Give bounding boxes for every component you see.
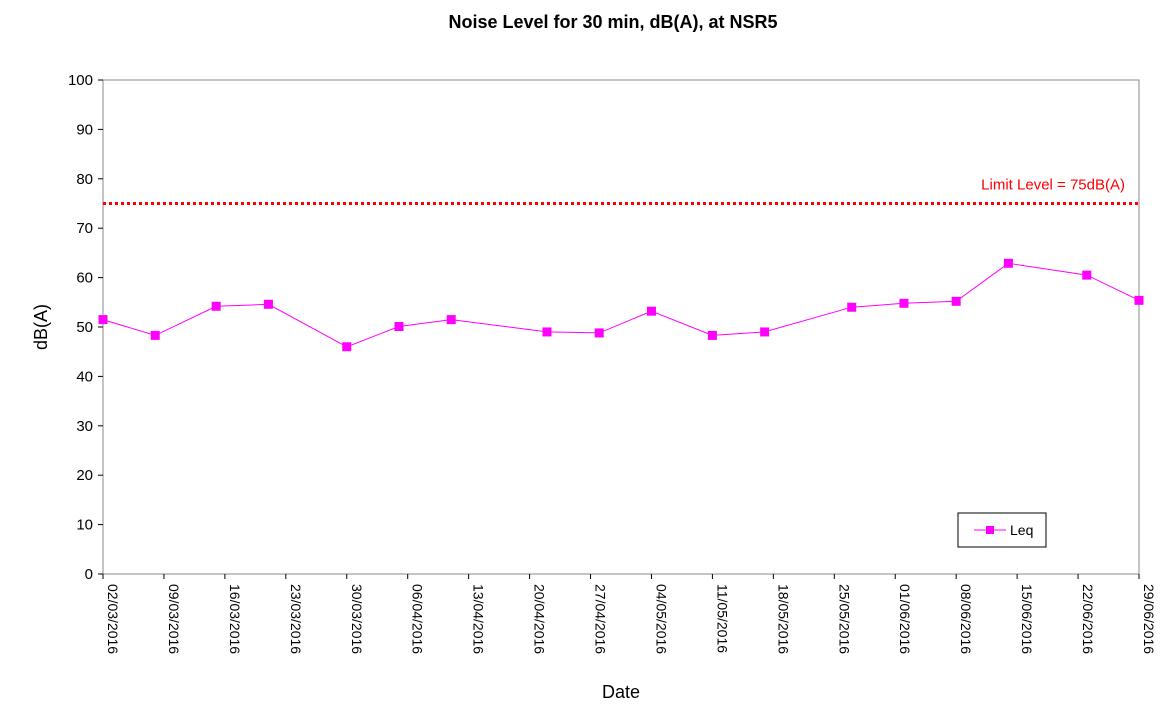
x-tick-label: 16/03/2016 bbox=[227, 584, 243, 654]
x-tick-label: 22/06/2016 bbox=[1080, 584, 1096, 654]
y-tick-label: 70 bbox=[76, 220, 93, 237]
y-tick-label: 10 bbox=[76, 517, 93, 534]
y-tick-label: 0 bbox=[85, 566, 93, 583]
data-point bbox=[1003, 258, 1013, 268]
y-tick-label: 80 bbox=[76, 171, 93, 188]
x-tick-label: 08/06/2016 bbox=[958, 584, 974, 654]
data-point bbox=[263, 299, 273, 309]
x-axis-label: Date bbox=[602, 682, 640, 702]
x-tick-label: 23/03/2016 bbox=[288, 584, 304, 654]
x-tick-label: 18/05/2016 bbox=[775, 584, 791, 654]
series-line-leq bbox=[102, 262, 1140, 348]
x-tick-label: 11/05/2016 bbox=[714, 584, 730, 653]
y-axis: 0 10 20 30 40 50 60 70 80 90 100 bbox=[68, 72, 103, 583]
series-leq bbox=[98, 258, 1144, 352]
x-tick-label: 01/06/2016 bbox=[897, 584, 913, 654]
y-tick-label: 30 bbox=[76, 418, 93, 435]
x-tick-label: 06/04/2016 bbox=[410, 584, 426, 654]
data-point bbox=[899, 298, 909, 308]
y-axis-label: dB(A) bbox=[31, 304, 51, 350]
y-tick-label: 20 bbox=[76, 467, 93, 484]
data-point bbox=[342, 342, 352, 352]
legend-marker bbox=[986, 526, 994, 534]
data-point bbox=[646, 306, 656, 316]
y-tick-label: 40 bbox=[76, 368, 93, 385]
x-tick-label: 27/04/2016 bbox=[593, 584, 609, 654]
x-tick-label: 20/04/2016 bbox=[532, 584, 548, 654]
data-point bbox=[847, 302, 857, 312]
data-point bbox=[951, 296, 961, 306]
legend-label-leq: Leq bbox=[1010, 522, 1033, 538]
x-tick-label: 25/05/2016 bbox=[836, 584, 852, 654]
data-point bbox=[707, 330, 717, 340]
data-point bbox=[760, 327, 770, 337]
data-point bbox=[211, 301, 221, 311]
x-tick-label: 15/06/2016 bbox=[1019, 584, 1035, 654]
chart-title: Noise Level for 30 min, dB(A), at NSR5 bbox=[448, 12, 777, 32]
data-point bbox=[1082, 270, 1092, 280]
x-axis: 02/03/2016 09/03/2016 16/03/2016 23/03/2016… bbox=[102, 574, 1157, 654]
data-point bbox=[394, 322, 404, 332]
y-tick-label: 50 bbox=[76, 319, 93, 336]
plot-area bbox=[102, 79, 1140, 575]
x-tick-label: 29/06/2016 bbox=[1141, 584, 1157, 654]
y-tick-label: 90 bbox=[76, 121, 93, 138]
y-tick-label: 60 bbox=[76, 270, 93, 287]
x-tick-label: 13/04/2016 bbox=[471, 584, 487, 654]
x-tick-label: 02/03/2016 bbox=[105, 584, 121, 654]
data-point bbox=[98, 315, 108, 325]
data-point bbox=[1134, 295, 1144, 305]
x-tick-label: 04/05/2016 bbox=[653, 584, 669, 654]
y-tick-label: 100 bbox=[68, 72, 93, 89]
data-point bbox=[542, 327, 552, 337]
data-point bbox=[594, 328, 604, 338]
x-tick-label: 09/03/2016 bbox=[166, 584, 182, 654]
data-point bbox=[446, 315, 456, 325]
x-tick-label: 30/03/2016 bbox=[349, 584, 365, 654]
limit-label: Limit Level = 75dB(A) bbox=[981, 177, 1125, 194]
legend: Leq bbox=[957, 512, 1047, 548]
data-point bbox=[150, 330, 160, 340]
